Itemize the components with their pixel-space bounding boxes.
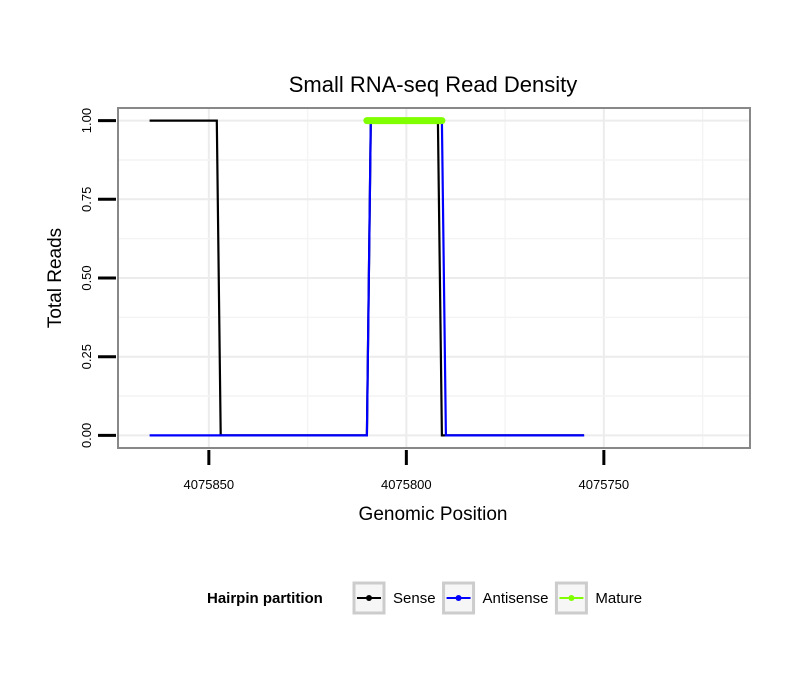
legend: Hairpin partition Sense Antisense Mature (207, 581, 642, 615)
y-axis-title: Total Reads (45, 228, 66, 328)
y-tick-label: 0.75 (79, 187, 94, 212)
y-tick-label: 0.00 (79, 423, 94, 448)
plot-panel-border (117, 107, 751, 449)
legend-label: Antisense (483, 590, 549, 607)
y-tick-label: 0.50 (79, 265, 94, 290)
axis-layer: 0.00 0.25 0.50 0.75 1.00 4075850 4075800 407575… (79, 108, 629, 492)
legend-item-antisense: Antisense (442, 581, 549, 615)
series-layer (149, 117, 585, 437)
legend-key-dot (455, 595, 462, 601)
legend-key-dot (568, 595, 575, 601)
legend-item-sense: Sense (352, 581, 436, 615)
x-tick-label: 4075800 (381, 477, 432, 492)
legend-title: Hairpin partition (207, 590, 323, 607)
legend-label: Mature (595, 590, 642, 607)
grid-layer (118, 108, 750, 448)
x-tick-label: 4075750 (579, 477, 630, 492)
chart-title: Small RNA-seq Read Density (289, 72, 578, 97)
x-tick-label: 4075850 (184, 477, 235, 492)
legend-label: Sense (393, 590, 436, 607)
x-axis-title: Genomic Position (359, 504, 508, 525)
y-tick-label: 0.25 (79, 344, 94, 369)
legend-items: Sense Antisense Mature (352, 581, 642, 615)
legend-key-dot (366, 595, 372, 601)
y-tick-label: 1.00 (79, 108, 94, 133)
legend-item-mature: Mature (554, 581, 642, 615)
